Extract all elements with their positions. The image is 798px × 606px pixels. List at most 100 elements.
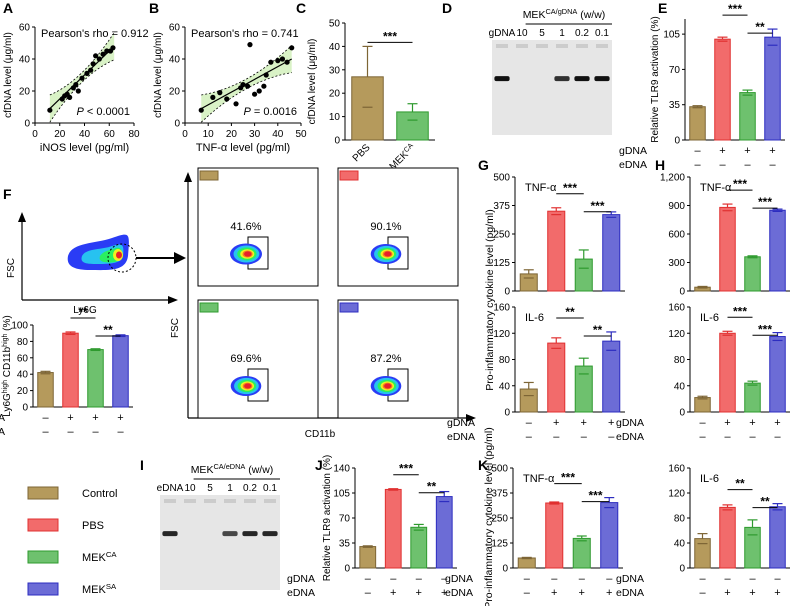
- y-tick-label: 30: [329, 65, 341, 76]
- gel-lane-label: 5: [207, 483, 213, 494]
- legend-label: MEKSA: [82, 582, 117, 597]
- gel-lane-label: 0.1: [595, 28, 609, 39]
- gate-y-label: FSC: [6, 258, 17, 278]
- sign: +: [390, 587, 396, 599]
- gel-band: [494, 76, 510, 82]
- y-tick-label: 80: [674, 355, 686, 366]
- p-value: P = 0.0016: [243, 106, 297, 118]
- flow-frame: [197, 167, 319, 287]
- sign: +: [744, 145, 750, 157]
- x-tick-label: 50: [295, 129, 307, 140]
- panel-letter-c: C: [296, 0, 306, 16]
- sign: –: [42, 412, 49, 424]
- sign: –: [365, 587, 372, 599]
- gel-band: [262, 531, 278, 537]
- x-tick-label: 60: [104, 129, 116, 140]
- x-tick-label: 80: [128, 129, 140, 140]
- sign-row-label: gDNA: [0, 412, 5, 424]
- gel-i: MEKCA/eDNA (w/w) eDNA 10 5 1 0.2 0.1: [157, 462, 280, 590]
- data-point: [263, 72, 269, 78]
- gel-lane-label: 1: [227, 483, 233, 494]
- y-tick-label: 40: [19, 55, 31, 66]
- gel-well: [596, 44, 608, 48]
- bar: [384, 488, 402, 569]
- y-tick-label: 250: [491, 514, 508, 525]
- gel-well: [496, 44, 508, 48]
- flow-plot-mek_ca: 69.6%: [197, 299, 319, 419]
- data-point: [73, 82, 79, 88]
- sign: –: [416, 573, 423, 585]
- x-axis-label: TNF-α level (pg/ml): [196, 142, 290, 154]
- sign: –: [553, 431, 560, 443]
- data-point: [256, 88, 262, 94]
- x-tick-label: 0: [182, 129, 188, 140]
- bar: [744, 256, 761, 292]
- bar: [744, 526, 761, 569]
- legend-label: PBS: [82, 520, 104, 532]
- y-tick-label: 80: [499, 355, 511, 366]
- gel-band: [574, 76, 590, 82]
- data-point: [252, 91, 258, 97]
- bar: [410, 526, 428, 569]
- data-point: [261, 83, 267, 89]
- sign: –: [774, 431, 781, 443]
- gate-percent: 90.1%: [370, 221, 401, 233]
- gel-lane-label: 0.1: [263, 483, 277, 494]
- bar: [600, 502, 619, 569]
- x-tick-label: 20: [54, 129, 66, 140]
- chart-label: TNF-α: [525, 182, 557, 194]
- bar: [769, 506, 786, 569]
- y-tick-label: 140: [333, 464, 350, 475]
- y-axis-label: Ly6Ghigh CD11bhigh (%): [2, 315, 14, 417]
- bar: [744, 382, 761, 413]
- data-point: [104, 48, 110, 54]
- p-value: P < 0.0001: [76, 106, 130, 118]
- sign: +: [441, 587, 447, 599]
- flow-x-label: CD11b: [305, 429, 336, 440]
- sign: –: [699, 587, 706, 599]
- sig-label: **: [565, 305, 575, 319]
- y-tick-label: 500: [491, 464, 508, 475]
- y-axis-label: Relative TLR9 activation (%): [650, 16, 661, 143]
- sig-label: **: [735, 477, 745, 491]
- sign: –: [526, 417, 533, 429]
- sign: –: [42, 426, 49, 438]
- arrow-head: [466, 414, 476, 422]
- sign: –: [724, 573, 731, 585]
- y-tick-label: 60: [17, 353, 29, 364]
- arrow-head: [184, 172, 192, 182]
- gel-lane-label: eDNA: [157, 483, 184, 494]
- sign: –: [579, 573, 586, 585]
- density-contour: [384, 251, 392, 257]
- y-tick-label: 125: [491, 539, 508, 550]
- gel-band: [242, 531, 258, 537]
- y-tick-label: 0: [502, 564, 508, 575]
- sign: –: [117, 426, 124, 438]
- density-contour: [244, 251, 252, 257]
- sign: +: [92, 412, 98, 424]
- panel-letter-f: F: [3, 186, 12, 202]
- y-tick-label: 105: [663, 30, 680, 41]
- data-point: [47, 107, 53, 113]
- flow-panels: FSC CD11b 41.6% 90.1% 69.6% 87.2%: [170, 167, 476, 440]
- sign: +: [749, 417, 755, 429]
- gate-arrow-head: [174, 252, 186, 264]
- flow-y-label: FSC: [170, 318, 181, 338]
- sign-row-label: gDNA: [616, 417, 644, 429]
- gel-lane-label: 5: [539, 28, 545, 39]
- gel-well: [204, 499, 216, 503]
- bar: [62, 332, 79, 408]
- group-swatch: [339, 302, 359, 313]
- data-point: [198, 107, 204, 113]
- bar: [519, 388, 538, 413]
- sign-row-label: gDNA: [619, 145, 647, 157]
- data-point: [275, 58, 281, 64]
- sig-label: ***: [383, 29, 397, 43]
- sign: +: [774, 587, 780, 599]
- chart-label: IL-6: [525, 312, 544, 324]
- flow-frame: [197, 299, 319, 419]
- bar-chart-g1: 0 125 250 375 500 *** *** TNF-α: [493, 173, 625, 298]
